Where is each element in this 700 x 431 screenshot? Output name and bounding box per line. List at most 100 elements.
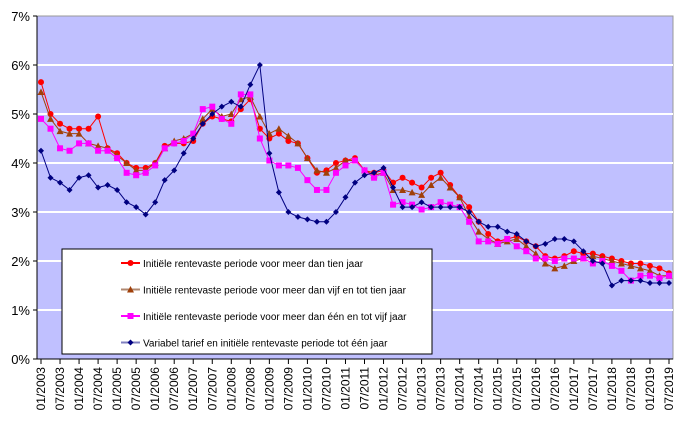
- x-tick-label: 01/2009: [262, 367, 276, 411]
- legend-marker: [127, 260, 134, 266]
- data-point: [466, 218, 473, 225]
- data-point: [494, 223, 501, 230]
- data-point: [76, 140, 83, 147]
- x-tick-label: 07/2004: [91, 367, 105, 411]
- data-point: [428, 204, 435, 211]
- data-point: [313, 218, 320, 225]
- x-tick-label: 07/2003: [53, 367, 67, 411]
- data-point: [237, 103, 244, 110]
- data-point: [466, 209, 473, 215]
- data-point: [85, 125, 92, 132]
- data-point: [275, 130, 282, 137]
- data-point: [323, 218, 330, 225]
- data-point: [409, 179, 416, 186]
- x-tick-label: 07/2009: [281, 367, 295, 411]
- data-point: [437, 169, 444, 176]
- data-point: [361, 167, 368, 174]
- x-tick-label: 01/2005: [110, 367, 124, 411]
- data-point: [570, 238, 577, 245]
- x-tick-label: 01/2015: [491, 367, 505, 411]
- x-tick-label: 01/2011: [338, 367, 352, 410]
- x-tick-label: 07/2018: [624, 367, 638, 411]
- x-tick-label: 01/2010: [300, 367, 314, 411]
- data-point: [114, 155, 121, 162]
- legend-label: Variabel tarief en initiële rentevaste p…: [143, 339, 388, 350]
- data-point: [313, 186, 320, 193]
- x-tick-label: 07/2007: [205, 367, 219, 411]
- data-point: [646, 267, 654, 274]
- data-point: [599, 260, 606, 267]
- x-tick-label: 07/2011: [358, 367, 372, 410]
- data-point: [104, 182, 111, 189]
- data-point: [95, 184, 102, 191]
- data-point: [637, 272, 644, 279]
- x-tick-label: 07/2006: [167, 367, 181, 411]
- data-point: [37, 88, 45, 95]
- data-point: [570, 248, 577, 255]
- data-point: [380, 164, 387, 171]
- data-point: [485, 231, 492, 238]
- data-point: [322, 169, 330, 176]
- y-tick-label: 1%: [11, 303, 30, 318]
- data-point: [637, 277, 644, 284]
- data-point: [513, 231, 520, 238]
- data-point: [351, 157, 358, 164]
- data-point: [161, 177, 168, 184]
- data-point: [437, 204, 444, 211]
- y-tick-label: 2%: [11, 254, 30, 269]
- data-point: [237, 91, 244, 98]
- data-point: [589, 258, 596, 264]
- data-point: [38, 79, 44, 86]
- x-tick-label: 01/2007: [186, 367, 200, 411]
- data-point: [123, 199, 130, 206]
- x-tick-label: 01/2018: [605, 367, 619, 411]
- data-point: [399, 204, 406, 211]
- data-point: [332, 164, 340, 171]
- data-point: [66, 125, 73, 132]
- data-point: [285, 162, 292, 169]
- data-point: [76, 174, 83, 181]
- data-point: [199, 106, 206, 113]
- data-point: [665, 280, 672, 287]
- data-point: [56, 127, 64, 135]
- data-point: [256, 135, 263, 142]
- data-point: [523, 238, 530, 245]
- data-point: [608, 262, 615, 269]
- data-point: [57, 120, 64, 127]
- x-tick-label: 07/2012: [396, 367, 410, 411]
- data-point: [418, 199, 425, 206]
- x-tick-label: 01/2014: [453, 367, 467, 411]
- data-point: [608, 257, 616, 264]
- data-point: [227, 110, 235, 117]
- data-point: [485, 238, 492, 245]
- data-point: [75, 130, 83, 137]
- data-point: [560, 262, 568, 269]
- data-point: [608, 282, 615, 289]
- data-point: [180, 150, 187, 157]
- data-point: [285, 209, 292, 215]
- data-point: [190, 135, 197, 142]
- data-point: [532, 255, 539, 262]
- data-point: [656, 275, 663, 282]
- data-point: [275, 125, 283, 132]
- data-point: [580, 255, 587, 262]
- data-point: [399, 199, 406, 206]
- data-point: [627, 262, 635, 269]
- data-point: [409, 204, 416, 211]
- data-point: [66, 130, 74, 137]
- data-point: [323, 186, 330, 193]
- data-point: [627, 277, 634, 284]
- series-4: [38, 62, 672, 289]
- data-point: [589, 252, 597, 260]
- data-point: [456, 193, 464, 201]
- x-tick-label: 07/2008: [243, 367, 257, 411]
- data-point: [399, 186, 407, 193]
- data-point: [485, 223, 492, 230]
- data-point: [456, 204, 463, 211]
- data-point: [171, 167, 178, 174]
- data-point: [342, 194, 349, 201]
- data-point: [133, 172, 140, 179]
- data-point: [180, 137, 187, 144]
- data-point: [66, 147, 73, 154]
- data-point: [618, 277, 625, 284]
